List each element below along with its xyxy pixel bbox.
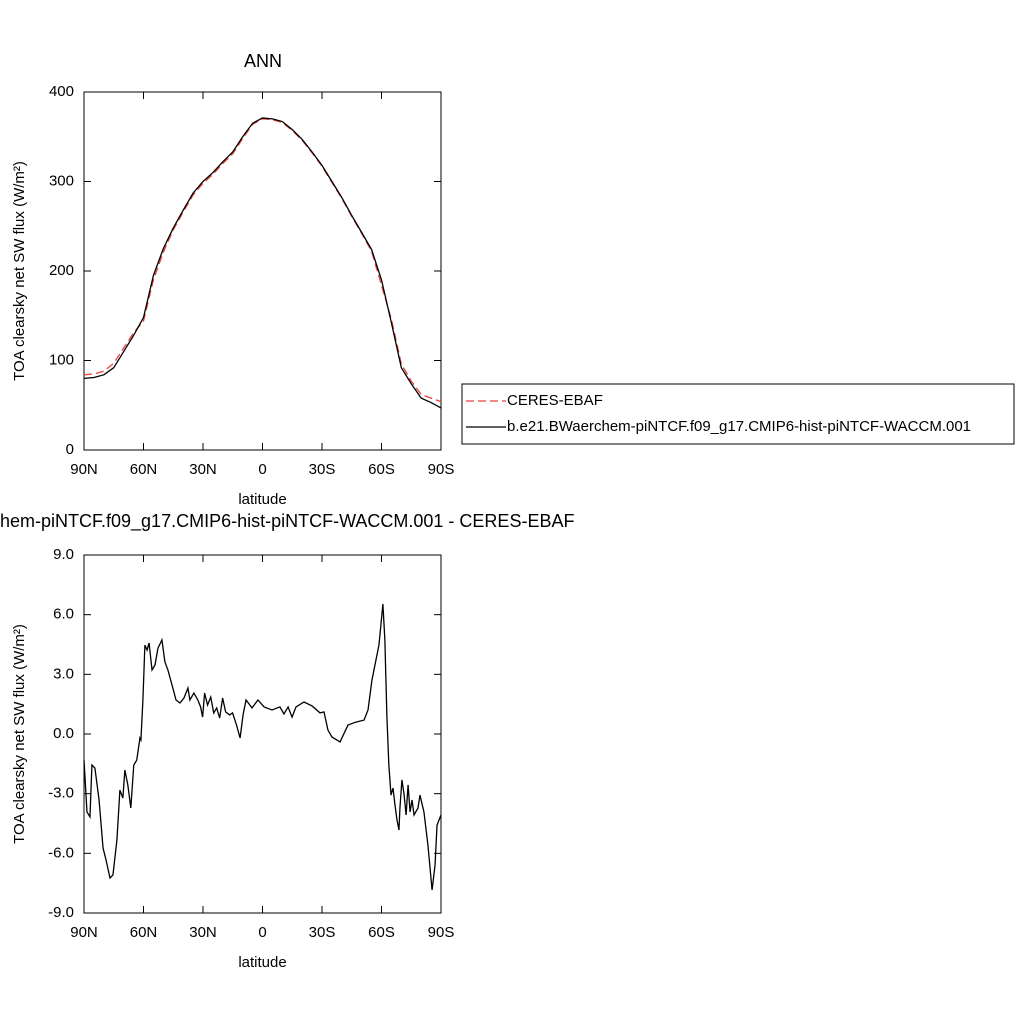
chart-title: hem-piNTCF.f09_g17.CMIP6-hist-piNTCF-WAC… <box>0 511 574 532</box>
x-axis-label: latitude <box>238 954 286 971</box>
x-tick-label: 60N <box>130 461 158 478</box>
x-tick-label: 90S <box>428 924 455 941</box>
x-tick-label: 30S <box>309 461 336 478</box>
x-tick-label: 90S <box>428 461 455 478</box>
data-line <box>83 117 442 409</box>
x-tick-label: 60S <box>368 461 395 478</box>
y-tick-label: 300 <box>49 172 74 189</box>
x-tick-label: 30N <box>189 924 217 941</box>
y-tick-label: 9.0 <box>53 546 74 563</box>
plot-frame <box>83 91 442 451</box>
x-tick-label: 30N <box>189 461 217 478</box>
x-tick-label: 60S <box>368 924 395 941</box>
y-tick-label: 6.0 <box>53 606 74 623</box>
x-tick-label: 60N <box>130 924 158 941</box>
y-tick-label: 0 <box>66 441 74 458</box>
x-tick-label: 30S <box>309 924 336 941</box>
y-tick-label: 3.0 <box>53 665 74 682</box>
y-tick-label: -3.0 <box>48 785 74 802</box>
legend-label: CERES-EBAF <box>507 392 603 409</box>
y-tick-label: -9.0 <box>48 904 74 921</box>
y-tick-label: 0.0 <box>53 725 74 742</box>
y-tick-label: 400 <box>49 83 74 100</box>
data-line <box>83 118 442 403</box>
x-tick-label: 90N <box>70 461 98 478</box>
legend-label: b.e21.BWaerchem-piNTCF.f09_g17.CMIP6-his… <box>507 418 971 435</box>
x-tick-label: 0 <box>258 461 266 478</box>
x-tick-label: 0 <box>258 924 266 941</box>
y-axis-label: TOA clearsky net SW flux (W/m²) <box>11 624 28 844</box>
x-axis-label: latitude <box>238 491 286 508</box>
data-line <box>83 603 442 891</box>
x-tick-label: 90N <box>70 924 98 941</box>
y-tick-label: 200 <box>49 262 74 279</box>
y-tick-label: 100 <box>49 351 74 368</box>
y-axis-label: TOA clearsky net SW flux (W/m²) <box>11 161 28 381</box>
chart-title: ANN <box>244 51 282 71</box>
legend-box <box>461 383 1015 445</box>
y-tick-label: -6.0 <box>48 844 74 861</box>
